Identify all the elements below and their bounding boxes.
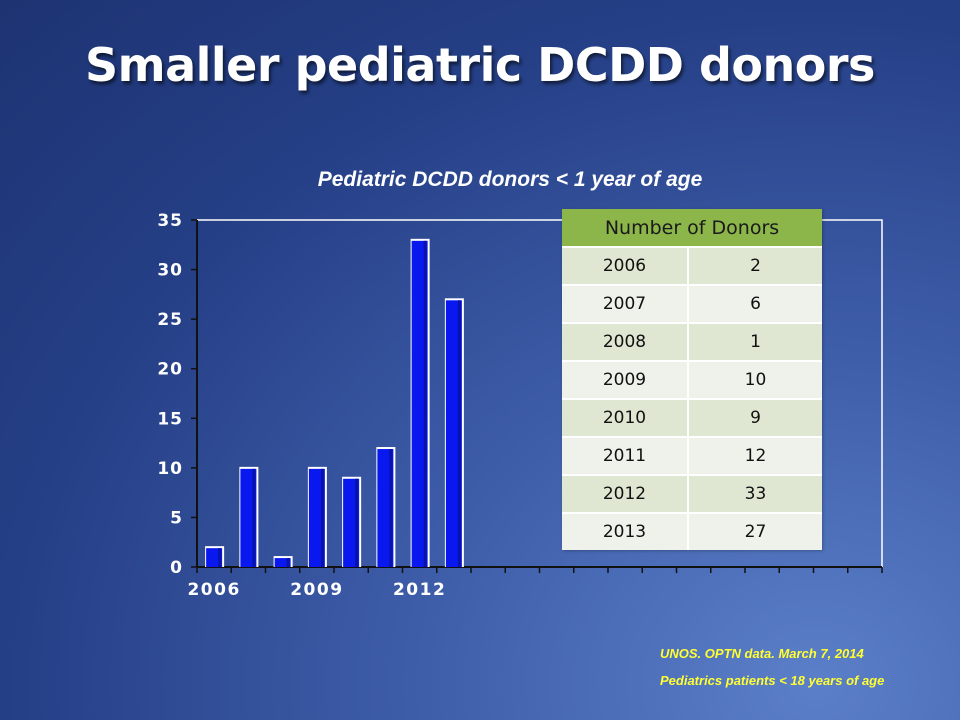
table-cell-donors: 1	[688, 322, 822, 361]
y-tick-label: 5	[170, 508, 183, 528]
table-row: 2012 33	[562, 474, 822, 513]
table-header: Number of Donors	[562, 209, 822, 248]
table-cell-year: 2010	[562, 398, 689, 437]
table-cell-donors: 9	[688, 398, 822, 437]
chart-title: Pediatric DCDD donors < 1 year of age	[317, 168, 703, 191]
table-cell-year: 2007	[562, 284, 689, 323]
x-tick-label: 2006	[187, 580, 240, 600]
bar-shade	[218, 548, 222, 567]
table-cell-year: 2012	[562, 474, 689, 513]
table-row: 2009 10	[562, 360, 822, 399]
table-cell-year: 2006	[562, 246, 689, 285]
y-tick-label: 30	[157, 261, 183, 281]
table-cell-donors: 27	[688, 512, 822, 550]
bar-shade	[457, 300, 461, 567]
table-cell-year: 2009	[562, 360, 689, 399]
table-cell-year: 2008	[562, 322, 689, 361]
table-cell-donors: 10	[688, 360, 822, 399]
bar-2008	[273, 556, 293, 567]
bar-2013	[444, 298, 464, 567]
table-cell-year: 2011	[562, 436, 689, 475]
table-cell-donors: 2	[688, 246, 822, 285]
source-footnote: UNOS. OPTN data. March 7, 2014	[660, 646, 864, 661]
bar-series	[205, 238, 464, 568]
bar-2011	[376, 447, 396, 567]
bar-2007	[239, 466, 259, 567]
table-cell-donors: 33	[688, 474, 822, 513]
y-tick-label: 0	[170, 558, 183, 578]
x-axis-ticks: 2006 2009 2012	[187, 580, 446, 600]
donor-count-table: Number of Donors 2006 2 2007 6 2008 1 2009 10 20…	[562, 209, 822, 550]
y-tick-label: 20	[157, 360, 183, 380]
population-footnote: Pediatrics patients < 18 years of age	[660, 673, 885, 688]
bar-shade	[252, 468, 256, 567]
bar-2009	[307, 466, 327, 567]
table-row: 2006 2	[562, 246, 822, 285]
table-row: 2013 27	[562, 512, 822, 550]
bar-shade	[389, 449, 393, 567]
bar-shade	[355, 478, 359, 567]
table-row: 2010 9	[562, 398, 822, 437]
y-tick-label: 10	[157, 459, 183, 479]
y-axis-ticks: 0 5 10 15 20 25 30 35	[157, 211, 197, 578]
bar-2010	[342, 476, 362, 567]
bar-shade	[423, 240, 427, 568]
y-tick-label: 15	[157, 409, 183, 429]
table-cell-donors: 12	[688, 436, 822, 475]
bar-2012	[410, 238, 430, 568]
y-tick-label: 25	[157, 310, 183, 330]
table-row: 2007 6	[562, 284, 822, 323]
bar-shade	[320, 468, 324, 567]
table-row: 2008 1	[562, 322, 822, 361]
bar-shade	[286, 558, 290, 567]
table-cell-year: 2013	[562, 512, 689, 550]
y-tick-label: 35	[157, 211, 183, 231]
x-tick-label: 2009	[290, 580, 343, 600]
x-tick-label: 2012	[393, 580, 446, 600]
bar	[274, 558, 291, 567]
slide-title: Smaller pediatric DCDD donors	[85, 38, 875, 92]
plot-frame	[196, 219, 883, 573]
table-row: 2011 12	[562, 436, 822, 475]
table-cell-donors: 6	[688, 284, 822, 323]
bar-2006	[205, 546, 225, 567]
